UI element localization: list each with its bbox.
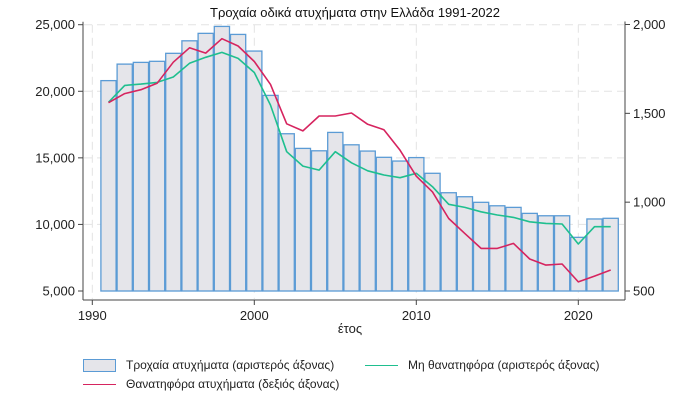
bar-1997 (197, 32, 214, 292)
y-left-tick-label: 20,000 (35, 84, 75, 99)
bar-2002 (278, 133, 295, 292)
y-left-tick-label: 5,000 (42, 284, 75, 299)
bar-2017 (521, 212, 538, 292)
bar-2012 (440, 192, 457, 292)
bar-series (100, 25, 619, 292)
bar-2010 (408, 156, 425, 292)
bar-2000 (246, 50, 263, 292)
y-right-tick-label: 1,000 (633, 195, 666, 210)
bar-2021 (586, 218, 603, 292)
bar-1994 (148, 60, 166, 292)
bar-2001 (262, 94, 279, 292)
bar-1993 (132, 61, 150, 292)
y-right-tick-label: 500 (633, 284, 655, 299)
y-right-tick-label: 1,500 (633, 106, 666, 121)
bar-1999 (229, 33, 247, 292)
bar-2009 (391, 160, 409, 292)
line-fatal (108, 37, 611, 283)
bar-1991 (100, 79, 117, 292)
x-tick-label: 2000 (240, 308, 269, 323)
bar-2007 (359, 150, 376, 292)
bar-2018 (537, 215, 555, 292)
bar-2004 (310, 150, 328, 292)
bar-2011 (424, 172, 441, 292)
bar-1998 (213, 25, 231, 292)
bar-2019 (553, 215, 571, 292)
y-left-tick-label: 10,000 (35, 217, 75, 232)
line-nonfatal (107, 51, 611, 245)
bar-2020 (570, 236, 587, 292)
bar-1996 (181, 40, 198, 292)
x-tick-label: 2010 (402, 308, 431, 323)
x-axis-label: έτος (338, 321, 362, 336)
line-series (107, 37, 611, 283)
x-tick-label: 1990 (78, 308, 107, 323)
bar-2003 (294, 147, 312, 292)
bar-2008 (375, 156, 393, 292)
bar-1992 (116, 63, 133, 292)
y-left-tick-label: 25,000 (35, 17, 75, 32)
bar-2006 (343, 144, 360, 292)
bar-1995 (165, 52, 182, 292)
bar-2022 (602, 217, 619, 292)
y-left-tick-label: 15,000 (35, 150, 75, 165)
y-right-tick-label: 2,000 (633, 17, 666, 32)
bar-2005 (327, 131, 344, 292)
axes: 5,000 10,000 15,000 20,000 25,000 500 1,000 1,5… (35, 17, 665, 323)
bar-2016 (505, 206, 522, 292)
x-tick-label: 2020 (564, 308, 593, 323)
bar-2014 (472, 201, 490, 292)
bar-2013 (456, 196, 474, 292)
chart-title: Τροχαία οδικά ατυχήματα στην Ελλάδα 1991… (210, 5, 500, 20)
